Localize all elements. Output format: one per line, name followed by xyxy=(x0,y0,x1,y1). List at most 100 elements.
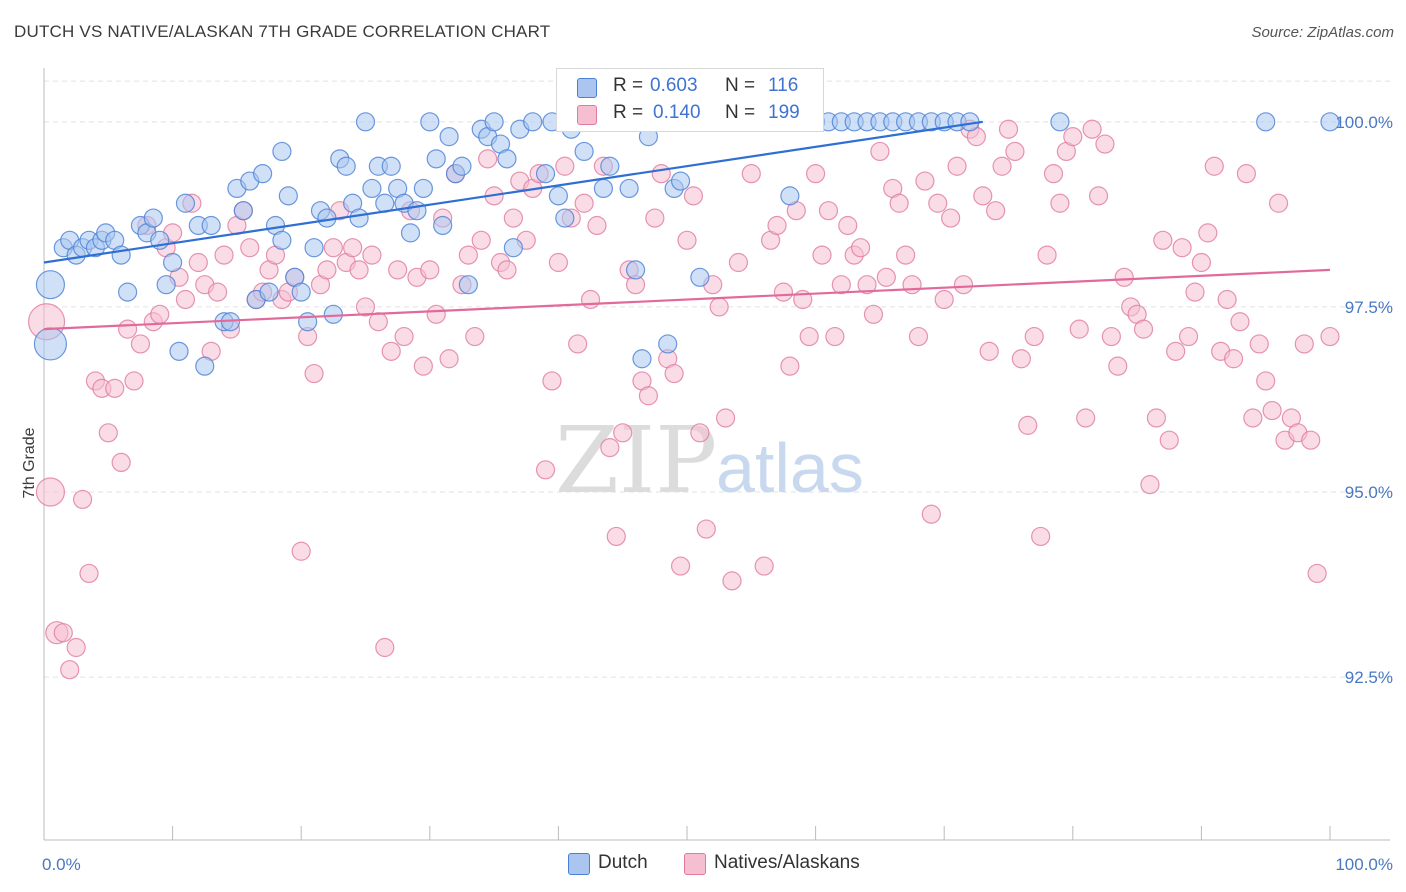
dutch-point xyxy=(780,186,800,206)
native-point xyxy=(1133,319,1154,339)
dutch-point xyxy=(304,238,324,258)
native-point xyxy=(1043,164,1064,184)
native-point xyxy=(921,504,941,524)
native-point xyxy=(902,275,922,295)
native-point xyxy=(1262,400,1282,421)
native-point xyxy=(72,489,93,510)
native-point xyxy=(1018,415,1038,435)
legend-r-label: R = xyxy=(613,102,644,123)
native-point xyxy=(362,245,382,265)
native-point xyxy=(542,371,562,391)
native-point xyxy=(79,563,99,584)
native-point xyxy=(767,215,787,236)
native-point xyxy=(458,245,478,265)
native-point xyxy=(1153,230,1173,250)
native-point xyxy=(175,289,196,310)
dutch-point xyxy=(291,282,311,302)
native-point xyxy=(368,312,388,332)
native-point xyxy=(1204,156,1224,176)
dutch-point xyxy=(426,149,446,169)
native-point xyxy=(683,186,704,206)
native-point xyxy=(889,193,909,213)
dutch-point xyxy=(298,312,318,332)
x-tick-label: 100.0% xyxy=(1335,855,1393,874)
native-point xyxy=(1320,326,1340,347)
native-point xyxy=(214,245,234,265)
native-point xyxy=(98,423,118,443)
native-point xyxy=(870,141,890,162)
native-point xyxy=(908,326,929,347)
dutch-point xyxy=(272,230,292,250)
native-point xyxy=(1159,430,1179,450)
native-point xyxy=(394,326,414,347)
dutch-point xyxy=(253,164,273,184)
native-point xyxy=(580,289,601,310)
native-point xyxy=(915,171,935,191)
native-point xyxy=(896,245,916,265)
native-point xyxy=(375,637,395,658)
native-point xyxy=(670,556,691,576)
native-point xyxy=(831,275,851,295)
dutch-point xyxy=(625,260,646,280)
native-point xyxy=(863,304,884,324)
native-point xyxy=(439,349,459,369)
native-point xyxy=(953,275,974,295)
native-point xyxy=(1217,289,1237,310)
bottom-legend-label-native: Natives/Alaskans xyxy=(714,852,860,873)
native-point xyxy=(1185,282,1205,302)
dutch-point xyxy=(163,252,183,273)
legend-r-label: R = xyxy=(613,75,644,96)
native-point xyxy=(478,149,498,169)
dutch-point xyxy=(323,304,343,324)
dutch-point xyxy=(670,171,691,191)
native-point xyxy=(1223,349,1244,369)
native-point xyxy=(998,119,1019,139)
dutch-point xyxy=(600,156,620,176)
y-tick-label: 95.0% xyxy=(1345,483,1393,502)
native-point xyxy=(497,260,517,280)
native-point xyxy=(876,267,896,287)
native-point xyxy=(413,356,433,376)
native-point xyxy=(53,623,73,643)
dutch-point xyxy=(272,141,292,162)
native-point xyxy=(645,208,665,228)
native-point xyxy=(1024,326,1044,347)
y-tick-label: 100.0% xyxy=(1335,113,1393,132)
y-tick-label: 97.5% xyxy=(1345,298,1393,317)
dutch-point xyxy=(413,178,433,199)
native-point xyxy=(1230,312,1250,332)
native-point xyxy=(1076,408,1096,428)
native-point xyxy=(471,230,491,250)
native-point xyxy=(651,164,671,184)
dutch-point xyxy=(349,208,369,228)
native-point xyxy=(317,260,337,280)
native-point xyxy=(941,208,961,228)
native-point xyxy=(1088,186,1109,206)
native-point xyxy=(613,423,633,443)
native-point xyxy=(355,297,376,317)
native-point xyxy=(934,289,954,310)
native-point xyxy=(535,460,556,480)
dutch-point xyxy=(1256,112,1276,132)
native-point xyxy=(66,637,86,658)
native-point xyxy=(741,164,761,184)
y-tick-label: 92.5% xyxy=(1345,668,1393,687)
native-point xyxy=(1198,223,1218,243)
dutch-point xyxy=(355,112,376,132)
native-point xyxy=(1011,349,1031,369)
native-point xyxy=(696,519,716,539)
native-point xyxy=(323,238,343,258)
dutch-point xyxy=(1050,112,1070,132)
dutch-point xyxy=(400,223,421,243)
dutch-point xyxy=(143,208,163,228)
legend-swatch-native xyxy=(577,105,597,125)
native-point xyxy=(465,326,485,347)
dutch-point xyxy=(169,341,189,361)
chart-title: DUTCH VS NATIVE/ALASKAN 7TH GRADE CORREL… xyxy=(14,22,551,41)
native-point xyxy=(1114,267,1134,287)
native-point xyxy=(664,363,684,384)
dutch-point xyxy=(593,178,614,199)
bottom-legend-swatch-native xyxy=(684,853,706,875)
dutch-point xyxy=(484,112,504,132)
